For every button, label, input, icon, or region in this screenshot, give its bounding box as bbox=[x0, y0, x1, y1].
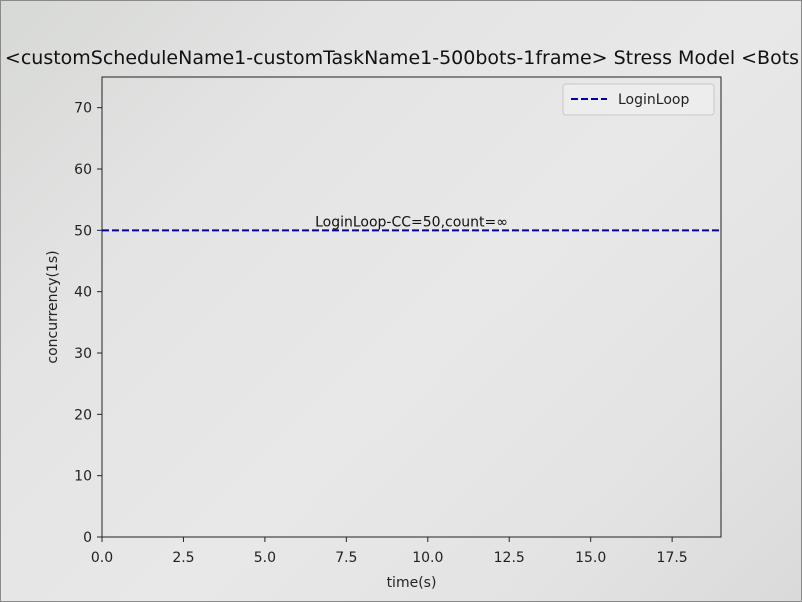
y-axis-title: concurrency(1s) bbox=[45, 250, 61, 363]
y-tick-label: 70 bbox=[74, 101, 92, 117]
y-tick-label: 20 bbox=[74, 407, 92, 423]
x-tick-label: 7.5 bbox=[335, 550, 357, 566]
y-tick-label: 0 bbox=[83, 530, 92, 546]
legend-label: LoginLoop bbox=[618, 92, 689, 108]
plot-area bbox=[101, 76, 722, 538]
x-tick-label: 0.0 bbox=[91, 550, 113, 566]
x-tick-label: 12.5 bbox=[494, 550, 525, 566]
annotation-label: LoginLoop-CC=50,count=∞ bbox=[315, 214, 508, 230]
x-tick-label: 5.0 bbox=[254, 550, 276, 566]
y-tick-label: 60 bbox=[74, 162, 92, 178]
x-axis: 0.0 2.5 5.0 7.5 10.0 12.5 15.0 17.5 bbox=[91, 537, 688, 566]
x-tick-label: 15.0 bbox=[575, 550, 606, 566]
legend: LoginLoop bbox=[562, 83, 715, 116]
x-tick-label: 10.0 bbox=[412, 550, 443, 566]
y-tick-label: 40 bbox=[74, 285, 92, 301]
x-tick-label: 2.5 bbox=[172, 550, 194, 566]
x-axis-title: time(s) bbox=[387, 575, 437, 591]
legend-box bbox=[562, 83, 715, 116]
y-tick-label: 10 bbox=[74, 469, 92, 485]
x-tick-label: 17.5 bbox=[657, 550, 688, 566]
y-tick-label: 50 bbox=[74, 223, 92, 239]
annotation-layer: LoginLoop-CC=50,count=∞ bbox=[315, 214, 508, 230]
y-tick-label: 30 bbox=[74, 346, 92, 362]
y-axis: 0 10 20 30 40 50 60 70 bbox=[74, 101, 102, 546]
chart-title: <customScheduleName1-customTaskName1-500… bbox=[5, 47, 799, 69]
